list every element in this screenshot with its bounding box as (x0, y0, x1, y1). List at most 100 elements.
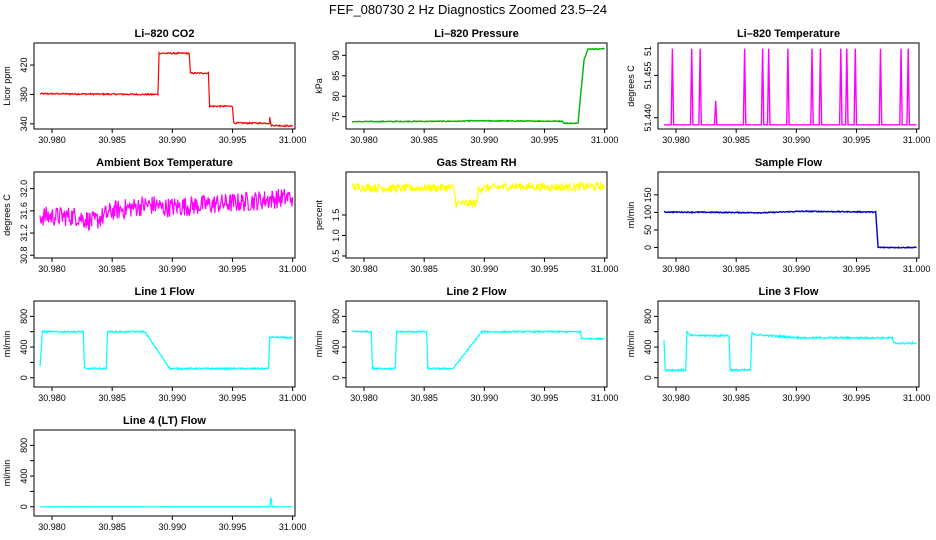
x-tick-label: 30.980 (350, 264, 378, 274)
x-tick-label: 31.000 (279, 264, 307, 274)
x-tick-label: 30.980 (38, 135, 66, 145)
y-tick-label: 400 (331, 340, 341, 355)
chart-title: Gas Stream RH (436, 157, 516, 169)
y-axis-label: ml/min (314, 331, 324, 358)
x-tick-label: 31.000 (591, 393, 619, 403)
plot-frame (657, 42, 920, 130)
x-tick-label: 30.990 (783, 135, 811, 145)
x-tick-label: 30.995 (531, 264, 559, 274)
x-tick-label: 30.990 (159, 135, 187, 145)
x-tick-label: 30.980 (350, 393, 378, 403)
x-tick-label: 30.990 (471, 393, 499, 403)
plot-frame (345, 300, 608, 388)
series-line (39, 329, 293, 371)
x-tick-label: 30.985 (98, 264, 126, 274)
x-tick-label: 30.985 (722, 393, 750, 403)
x-tick-label: 30.980 (662, 264, 690, 274)
y-tick-label: 0 (643, 245, 653, 250)
series-line (664, 209, 917, 250)
x-tick-label: 30.990 (471, 135, 499, 145)
y-axis-label: kPa (314, 78, 324, 94)
y-tick-label: 150 (643, 187, 653, 202)
x-tick-label: 30.995 (219, 393, 247, 403)
y-tick-label: 51 (643, 46, 653, 56)
series-line (351, 47, 605, 125)
x-tick-label: 30.990 (783, 393, 811, 403)
y-tick-label: 800 (643, 309, 653, 324)
chart-title: Li–820 Pressure (434, 28, 518, 40)
y-tick-label: 30.8 (19, 246, 29, 264)
y-tick-label: 31.2 (19, 224, 29, 242)
x-tick-label: 31.000 (903, 135, 931, 145)
y-tick-label: 0 (331, 375, 341, 380)
x-tick-label: 30.990 (159, 264, 187, 274)
chart-title: Line 1 Flow (135, 286, 195, 298)
plot-frame (33, 300, 296, 388)
plot-frame (345, 42, 608, 130)
series-line (664, 48, 917, 126)
y-tick-label: 0 (643, 375, 653, 380)
chart-title: Sample Flow (755, 157, 823, 169)
y-tick-label: 100 (643, 205, 653, 220)
x-tick-label: 30.995 (843, 264, 871, 274)
chart-panel-4: Ambient Box Temperature 30.980 30.985 30.99… (2, 157, 306, 274)
y-tick-label: 0 (19, 375, 29, 380)
chart-panel-3: Li–820 Temperature 30.980 30.985 30.990 30.9… (626, 28, 930, 145)
plot-frame (33, 429, 296, 517)
y-axis-label: degrees C (626, 65, 636, 107)
x-tick-label: 30.995 (843, 393, 871, 403)
x-tick-label: 31.000 (279, 135, 307, 145)
chart-panel-5: Gas Stream RH 30.980 30.985 30.990 30.995 31.… (314, 157, 618, 274)
x-tick-label: 30.985 (98, 393, 126, 403)
y-tick-label: 400 (19, 340, 29, 355)
x-tick-label: 30.985 (410, 393, 438, 403)
x-tick-label: 31.000 (591, 135, 619, 145)
y-axis-label: ml/min (2, 460, 12, 487)
plot-frame (345, 171, 608, 259)
chart-panel-8: Line 2 Flow 30.980 30.985 30.990 30.995 31.00… (314, 286, 618, 403)
x-tick-label: 30.985 (98, 135, 126, 145)
x-tick-label: 30.985 (722, 135, 750, 145)
x-tick-label: 30.985 (722, 264, 750, 274)
figure-title: FEF_080730 2 Hz Diagnostics Zoomed 23.5–… (328, 2, 608, 17)
y-axis-label: Licor ppm (2, 66, 12, 106)
y-tick-label: 50 (643, 225, 653, 235)
chart-title: Line 4 (LT) Flow (123, 415, 206, 427)
x-tick-label: 30.980 (662, 135, 690, 145)
y-axis-label: ml/min (626, 202, 636, 229)
series-line (351, 329, 605, 371)
x-tick-label: 30.980 (350, 135, 378, 145)
plot-frame (33, 42, 296, 130)
x-tick-label: 30.985 (98, 522, 126, 532)
x-tick-label: 30.990 (159, 393, 187, 403)
x-tick-label: 30.980 (38, 264, 66, 274)
x-tick-label: 30.990 (159, 522, 187, 532)
x-tick-label: 30.980 (38, 522, 66, 532)
series-line (351, 180, 606, 210)
chart-title: Line 2 Flow (447, 286, 507, 298)
x-tick-label: 30.990 (783, 264, 811, 274)
y-tick-label: 0 (19, 504, 29, 509)
y-tick-label: 800 (331, 309, 341, 324)
chart-panel-7: Line 1 Flow 30.980 30.985 30.990 30.995 31.00… (2, 286, 306, 403)
x-tick-label: 30.995 (219, 522, 247, 532)
x-tick-label: 31.000 (903, 393, 931, 403)
y-tick-label: 85 (331, 71, 341, 81)
x-tick-label: 30.995 (531, 135, 559, 145)
x-tick-label: 30.980 (38, 393, 66, 403)
x-tick-label: 30.995 (531, 393, 559, 403)
chart-title: Li–820 CO2 (135, 28, 195, 40)
y-tick-label: 380 (19, 87, 29, 102)
series-line (663, 330, 917, 373)
x-tick-label: 30.980 (662, 393, 690, 403)
y-axis-label: percent (314, 199, 324, 230)
y-tick-label: 340 (19, 116, 29, 131)
chart-panel-6: Sample Flow 30.980 30.985 30.990 30.995 31.00… (626, 157, 930, 274)
y-tick-label: 800 (19, 438, 29, 453)
chart-title: Line 3 Flow (759, 286, 819, 298)
series-line (39, 188, 294, 231)
x-tick-label: 30.985 (410, 135, 438, 145)
y-tick-label: 31.6 (19, 202, 29, 220)
